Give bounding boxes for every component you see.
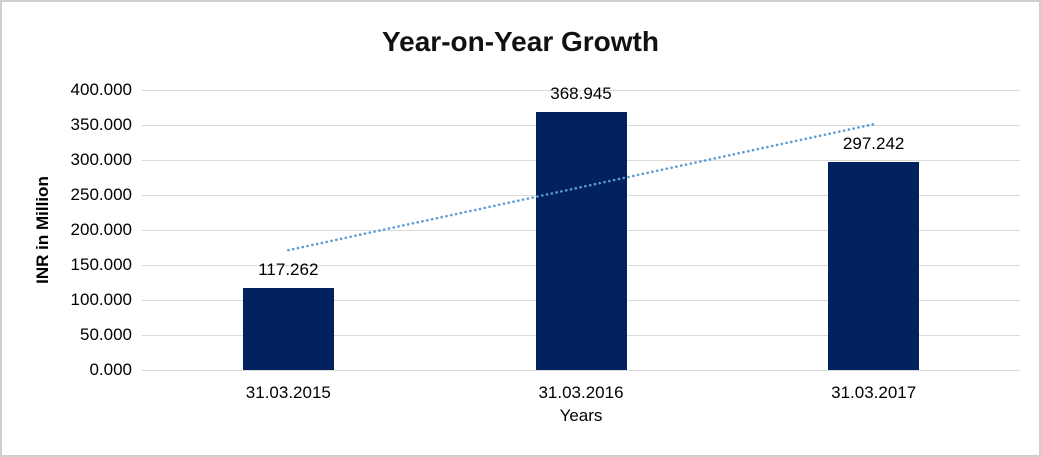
x-tick-label: 31.03.2017 (831, 383, 917, 402)
bar-31.03.2016 (535, 111, 627, 370)
gridline (142, 89, 1020, 91)
x-tick-label: 31.03.2015 (245, 383, 331, 402)
y-tick-label: 250.000 (70, 185, 132, 204)
y-tick-label: 50.000 (80, 325, 132, 344)
bar-31.03.2015 (242, 287, 334, 370)
data-label: 117.262 (258, 259, 319, 279)
data-label: 297.242 (842, 133, 905, 153)
y-tick-label: 150.000 (70, 255, 132, 274)
bar-31.03.2017 (828, 161, 920, 370)
x-tick-label: 31.03.2016 (538, 383, 624, 402)
y-tick-label: 300.000 (70, 150, 132, 169)
x-axis-title: Years (559, 406, 603, 425)
y-tick-label: 400.000 (70, 80, 132, 99)
chart-title: Year-on-Year Growth (382, 26, 659, 57)
y-tick-label: 0.000 (89, 360, 132, 379)
y-tick-label: 350.000 (70, 115, 132, 134)
gridline (142, 369, 1020, 371)
data-label: 368.945 (550, 83, 612, 103)
y-tick-label: 200.000 (70, 220, 132, 239)
y-tick-label: 100.000 (70, 290, 132, 309)
